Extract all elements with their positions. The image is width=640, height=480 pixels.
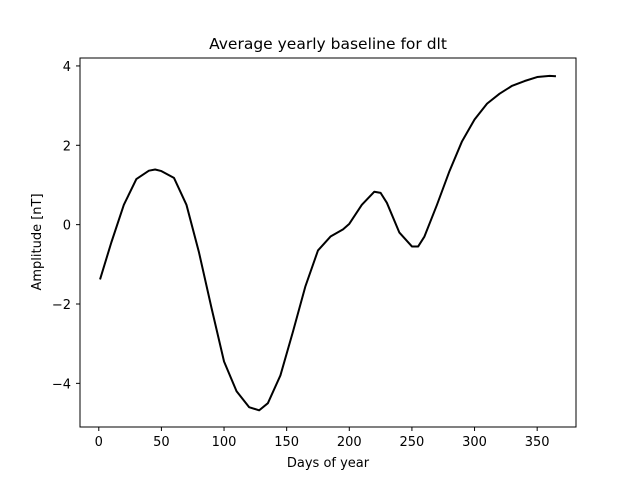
x-tick-label: 300 [462, 435, 487, 450]
y-axis: −4 −2 0 2 4 [52, 60, 80, 392]
y-tick-label: 4 [63, 60, 71, 75]
y-tick-label: −2 [52, 298, 71, 313]
x-tick-label: 150 [274, 435, 299, 450]
series-line-0 [99, 74, 557, 412]
x-axis: 0 50 100 150 200 250 300 350 [95, 427, 550, 450]
axes-frame [79, 57, 577, 428]
x-tick-label: 350 [525, 435, 550, 450]
x-tick-label: 0 [95, 435, 103, 450]
y-tick-label: 0 [63, 219, 71, 234]
y-tick-label: −4 [52, 377, 71, 392]
y-axis-label: Amplitude [nT] [30, 193, 45, 290]
x-axis-label: Days of year [287, 456, 370, 471]
x-tick-label: 50 [153, 435, 170, 450]
x-tick-label: 100 [212, 435, 237, 450]
y-tick-label: 2 [63, 139, 71, 154]
plot-area [99, 74, 557, 412]
x-tick-label: 250 [400, 435, 425, 450]
chart-title: Average yearly baseline for dlt [209, 35, 447, 53]
x-tick-label: 200 [337, 435, 362, 450]
